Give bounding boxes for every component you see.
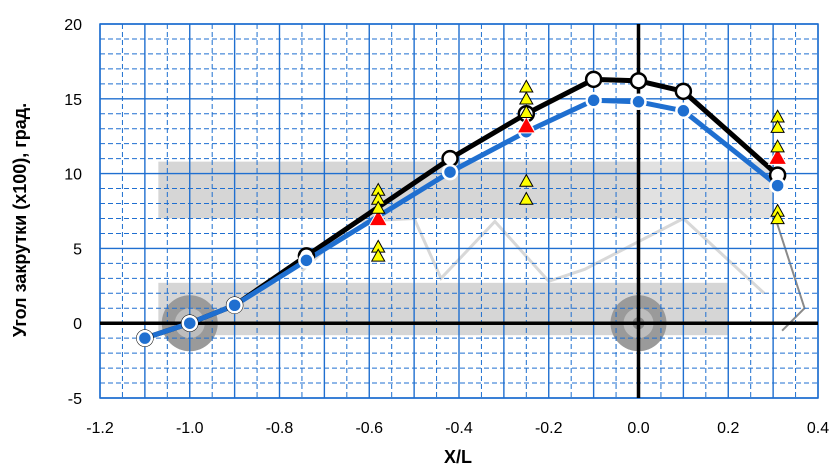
data-point-white-circle bbox=[629, 72, 648, 90]
x-tick-label: -0.8 bbox=[266, 420, 294, 437]
data-point-blue-circle bbox=[675, 102, 692, 120]
y-tick-label: -5 bbox=[68, 391, 82, 408]
car-frame-outline bbox=[300, 216, 766, 295]
data-point-yellow-triangle bbox=[518, 191, 534, 205]
x-tick-label: -0.4 bbox=[445, 420, 473, 437]
x-axis-title: X/L bbox=[444, 447, 472, 467]
y-axis-title: Угол закрутки (x100), град. bbox=[10, 103, 30, 337]
x-tick-label: -1.2 bbox=[86, 420, 114, 437]
data-point-yellow-triangle bbox=[770, 119, 785, 133]
data-point-white-circle bbox=[584, 70, 603, 89]
data-point-white-circle bbox=[674, 82, 693, 101]
x-tick-label: -1.0 bbox=[176, 420, 204, 437]
data-point-blue-circle bbox=[226, 296, 243, 314]
data-point-red-triangle bbox=[516, 115, 537, 134]
data-point-yellow-triangle bbox=[370, 200, 386, 214]
car-upper-body bbox=[158, 161, 639, 219]
x-tick-label: 0.4 bbox=[807, 420, 829, 437]
data-point-yellow-triangle bbox=[770, 210, 785, 225]
y-tick-label: 0 bbox=[73, 316, 82, 333]
x-tick-label: -0.2 bbox=[535, 420, 563, 437]
data-point-yellow-triangle bbox=[518, 79, 534, 93]
car-rear-edge bbox=[772, 210, 806, 332]
x-tick-label: 0.2 bbox=[717, 420, 739, 437]
data-point-blue-circle bbox=[769, 177, 786, 194]
y-tick-label: 20 bbox=[64, 17, 82, 34]
data-point-yellow-triangle bbox=[518, 104, 534, 118]
data-point-yellow-triangle bbox=[770, 139, 785, 153]
series-lines bbox=[144, 76, 780, 341]
x-tick-label: 0.0 bbox=[627, 420, 649, 437]
data-point-yellow-triangle bbox=[518, 91, 534, 105]
data-point-yellow-triangle bbox=[518, 173, 534, 187]
data-point-blue-circle bbox=[441, 163, 459, 181]
data-point-blue-circle bbox=[630, 93, 647, 111]
series-line-2 bbox=[144, 97, 780, 341]
data-point-blue-circle bbox=[298, 252, 315, 269]
y-tick-label: 5 bbox=[73, 241, 82, 258]
data-point-yellow-triangle bbox=[370, 248, 386, 262]
data-point-red-triangle bbox=[767, 147, 788, 165]
series-markers bbox=[136, 70, 788, 347]
y-tick-label: 15 bbox=[64, 92, 82, 109]
y-tick-labels: -5 0 5 10 15 20 bbox=[64, 17, 82, 408]
data-point-red-triangle bbox=[368, 208, 389, 227]
x-tick-label: -0.6 bbox=[355, 420, 383, 437]
data-point-blue-circle bbox=[136, 329, 154, 347]
data-point-blue-circle bbox=[585, 92, 602, 109]
data-point-blue-circle bbox=[181, 314, 198, 332]
x-tick-labels: -1.2 -1.0 -0.8 -0.6 -0.4 -0.2 0.0 0.2 0.4 bbox=[86, 420, 829, 437]
y-tick-label: 10 bbox=[64, 167, 82, 184]
